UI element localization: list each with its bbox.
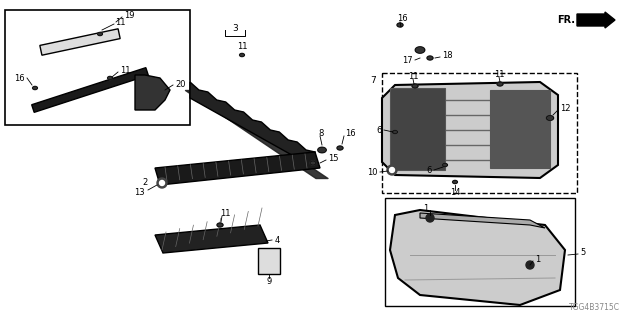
Text: 4: 4	[275, 236, 280, 244]
Polygon shape	[108, 76, 113, 80]
Polygon shape	[217, 223, 223, 227]
Polygon shape	[547, 116, 554, 120]
Text: 13: 13	[134, 188, 145, 196]
Text: 15: 15	[328, 154, 339, 163]
Circle shape	[426, 214, 434, 222]
Polygon shape	[135, 75, 170, 110]
Text: 16: 16	[14, 74, 25, 83]
Polygon shape	[40, 29, 120, 55]
Text: 11: 11	[220, 209, 230, 218]
Polygon shape	[155, 225, 268, 253]
Text: 11: 11	[408, 71, 419, 81]
Bar	[5, 10, 190, 125]
Text: 11: 11	[237, 42, 247, 51]
Circle shape	[526, 261, 534, 269]
Text: 8: 8	[318, 129, 323, 138]
Bar	[390, 88, 445, 170]
Text: 20: 20	[175, 79, 186, 89]
Polygon shape	[415, 47, 425, 53]
Polygon shape	[397, 23, 403, 27]
Text: 7: 7	[371, 76, 376, 84]
Text: 18: 18	[442, 51, 452, 60]
Polygon shape	[412, 84, 418, 88]
Circle shape	[159, 180, 164, 186]
Text: 3: 3	[232, 23, 238, 33]
Text: 10: 10	[367, 167, 378, 177]
FancyArrow shape	[577, 12, 615, 28]
Text: FR.: FR.	[557, 15, 575, 25]
Polygon shape	[452, 180, 458, 184]
Text: 1: 1	[535, 255, 540, 265]
Circle shape	[390, 167, 394, 172]
Bar	[490, 90, 550, 168]
Text: 11: 11	[493, 69, 504, 78]
Text: 17: 17	[403, 55, 413, 65]
Text: 14: 14	[450, 188, 460, 196]
Polygon shape	[392, 131, 397, 133]
Polygon shape	[155, 152, 320, 185]
Bar	[382, 73, 577, 193]
Polygon shape	[427, 56, 433, 60]
Text: TGG4B3715C: TGG4B3715C	[569, 303, 620, 312]
Text: 6: 6	[427, 165, 432, 174]
Text: 6: 6	[376, 125, 382, 134]
Text: 16: 16	[345, 129, 356, 138]
Text: 5: 5	[580, 247, 585, 257]
Polygon shape	[310, 161, 316, 165]
Text: 11: 11	[120, 66, 131, 75]
Circle shape	[157, 178, 167, 188]
Polygon shape	[382, 82, 558, 178]
Polygon shape	[390, 210, 565, 305]
Text: 9: 9	[266, 277, 271, 286]
Circle shape	[387, 165, 397, 175]
Polygon shape	[443, 164, 447, 167]
Bar	[258, 248, 280, 274]
Text: 1: 1	[423, 204, 428, 212]
Bar	[385, 198, 575, 306]
Polygon shape	[32, 68, 148, 112]
Polygon shape	[190, 82, 315, 168]
Text: 11: 11	[115, 18, 125, 27]
Polygon shape	[239, 53, 244, 57]
Polygon shape	[98, 32, 102, 36]
Polygon shape	[33, 86, 37, 90]
Text: 2: 2	[143, 178, 148, 187]
Text: 12: 12	[560, 103, 570, 113]
Text: 16: 16	[397, 13, 408, 22]
Polygon shape	[337, 146, 343, 150]
Polygon shape	[497, 82, 503, 86]
Polygon shape	[318, 147, 326, 153]
Text: 19: 19	[124, 11, 134, 20]
Polygon shape	[420, 213, 545, 228]
